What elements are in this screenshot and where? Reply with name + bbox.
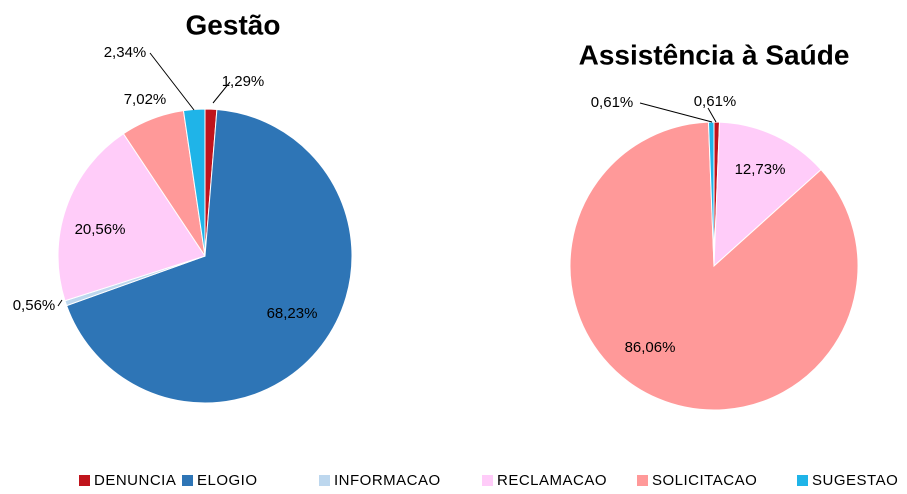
data-label: 0,61% — [694, 93, 737, 110]
leader-line — [57, 299, 63, 307]
chart-title: Gestão — [186, 9, 281, 40]
data-label: 2,34% — [104, 44, 147, 61]
legend-swatch — [637, 475, 648, 486]
data-label: 0,61% — [591, 94, 634, 111]
legend-swatch — [797, 475, 808, 486]
chart-title: Assistência à Saúde — [579, 39, 850, 70]
pie-slice — [713, 121, 822, 268]
legend-swatch — [79, 475, 90, 486]
legend-label: SUGESTAO — [812, 472, 898, 489]
legend-swatch — [182, 475, 193, 486]
leader-line — [212, 81, 231, 104]
pie-slice — [569, 121, 859, 411]
leader-line — [639, 102, 713, 123]
legend-swatch — [482, 475, 493, 486]
pie-slice — [57, 133, 206, 302]
data-label: 12,73% — [735, 161, 786, 178]
legend-label: INFORMACAO — [334, 472, 441, 489]
data-label: 0,56% — [13, 297, 56, 314]
legend-label: RECLAMACAO — [497, 472, 607, 489]
data-label: 68,23% — [267, 305, 318, 322]
data-label: 86,06% — [625, 339, 676, 356]
legend-label: DENUNCIA — [94, 472, 176, 489]
pie-slice — [182, 108, 206, 257]
legend-swatch — [319, 475, 330, 486]
data-label: 7,02% — [124, 91, 167, 108]
legend-label: ELOGIO — [197, 472, 258, 489]
legend-label: SOLICITACAO — [652, 472, 757, 489]
data-label: 20,56% — [75, 221, 126, 238]
data-label: 1,29% — [222, 73, 265, 90]
leader-line — [149, 52, 195, 111]
leader-line — [707, 107, 717, 123]
pie-slice — [65, 108, 353, 404]
